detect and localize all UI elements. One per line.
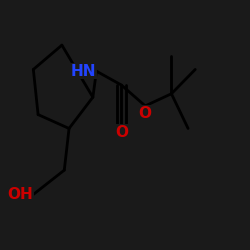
Text: O: O [115,125,128,140]
Text: O: O [139,106,152,121]
Text: OH: OH [8,187,33,202]
Text: HN: HN [71,64,96,79]
